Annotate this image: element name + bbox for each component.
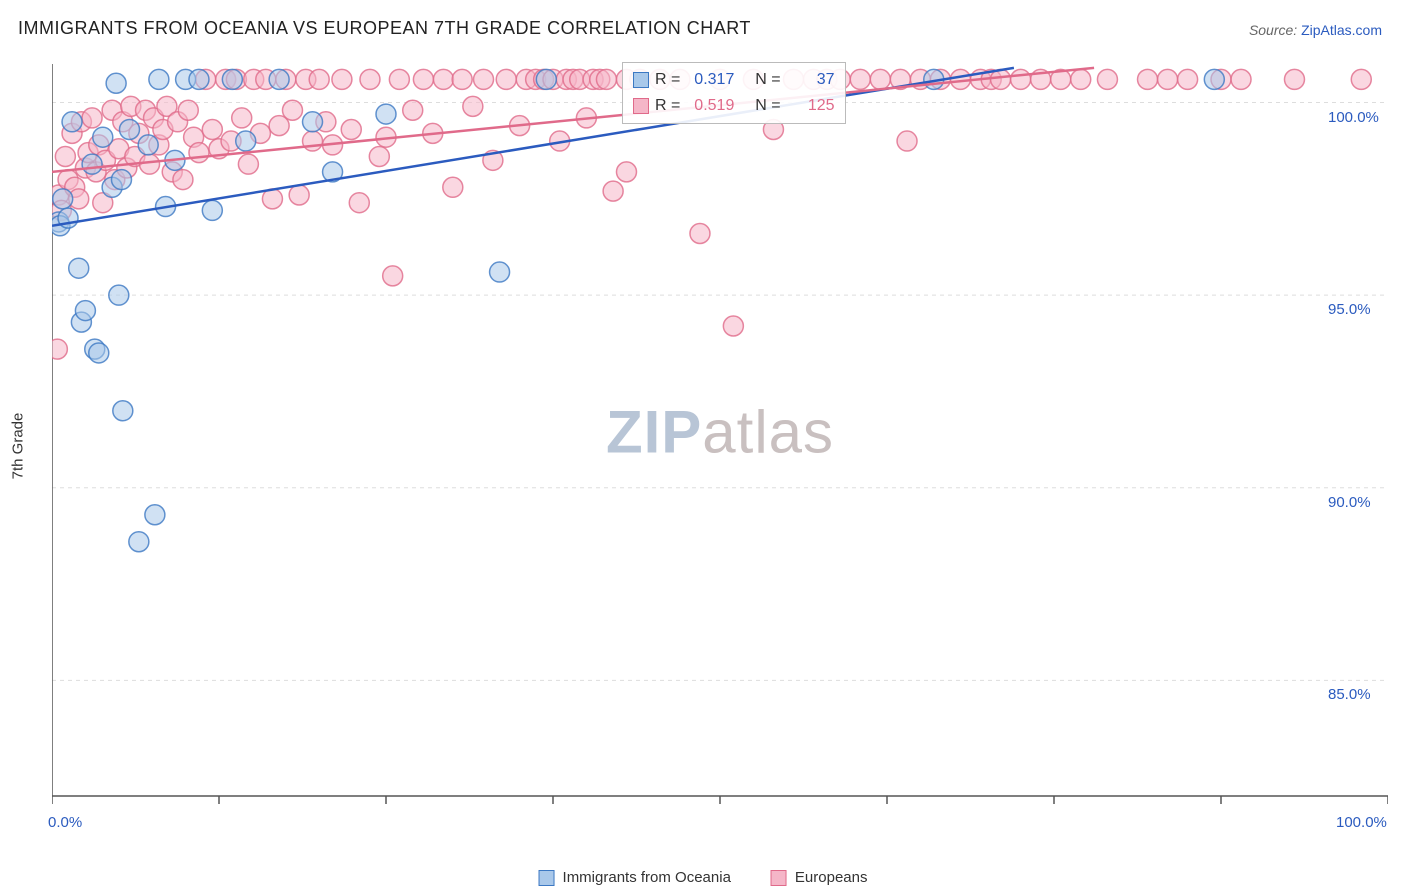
y-tick-label: 100.0% (1328, 109, 1379, 126)
stats-swatch (633, 98, 649, 114)
x-tick-label: 100.0% (1336, 814, 1387, 831)
scatter-svg (52, 54, 1388, 810)
legend-item: Immigrants from Oceania (539, 869, 731, 886)
y-tick-label: 95.0% (1328, 301, 1371, 318)
y-tick-label: 90.0% (1328, 494, 1371, 511)
chart-source: Source: ZipAtlas.com (1249, 22, 1382, 38)
y-axis-label: 7th Grade (10, 413, 27, 480)
source-label: Source: (1249, 22, 1301, 38)
stats-legend-box: R = 0.317 N = 37R = 0.519 N = 125 (622, 62, 846, 124)
n-value: 125 (787, 97, 835, 115)
r-label: R = (655, 71, 680, 89)
legend-label: Europeans (795, 869, 868, 886)
series-legend: Immigrants from Oceania Europeans (539, 869, 868, 886)
y-tick-label: 85.0% (1328, 686, 1371, 703)
legend-item: Europeans (771, 869, 868, 886)
stats-legend-row: R = 0.519 N = 125 (633, 93, 835, 119)
r-label: R = (655, 97, 680, 115)
legend-swatch (539, 870, 555, 886)
n-label: N = (755, 97, 780, 115)
legend-label: Immigrants from Oceania (563, 869, 731, 886)
chart-title: IMMIGRANTS FROM OCEANIA VS EUROPEAN 7TH … (18, 18, 751, 39)
n-label: N = (755, 71, 780, 89)
source-name: ZipAtlas.com (1301, 22, 1382, 38)
r-value: 0.519 (686, 97, 734, 115)
stats-swatch (633, 72, 649, 88)
r-value: 0.317 (686, 71, 734, 89)
n-value: 37 (787, 71, 835, 89)
stats-legend-row: R = 0.317 N = 37 (633, 67, 835, 93)
legend-swatch (771, 870, 787, 886)
x-tick-label: 0.0% (48, 814, 82, 831)
plot-area: ZIPatlas R = 0.317 N = 37R = 0.519 N = 1… (52, 54, 1388, 810)
